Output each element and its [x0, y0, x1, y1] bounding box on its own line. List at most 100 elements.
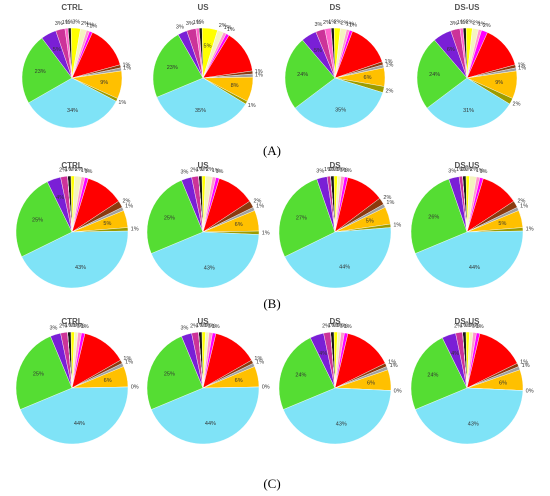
- slice-label: 6%: [364, 75, 372, 81]
- slice-label: 1%: [73, 323, 81, 329]
- slice-label: 5%: [103, 221, 111, 227]
- slice-label: 43%: [75, 265, 86, 271]
- slice-label: 1%: [212, 324, 220, 330]
- slice-label: 1%: [125, 204, 133, 210]
- chart-title: CTRL: [61, 161, 82, 170]
- slice-label: 1%: [196, 167, 204, 173]
- slice-label: 1%: [81, 168, 89, 174]
- pie-slice: [20, 386, 129, 445]
- slice-label: 1%: [517, 62, 525, 68]
- slice-label: 43%: [468, 421, 479, 427]
- pie-slice: [284, 227, 392, 289]
- slice-label: 2%: [59, 167, 67, 173]
- chart-title: DS-US: [455, 161, 481, 170]
- slice-label: 1%: [256, 360, 264, 366]
- chart-title: CTRL: [61, 317, 82, 326]
- slice-label: 1%: [336, 323, 344, 329]
- slice-label: 5%: [314, 48, 322, 54]
- slice-label: 24%: [429, 72, 440, 78]
- slice-label: 1%: [324, 167, 332, 173]
- pie-slice: [21, 37, 73, 104]
- slice-label: 0%: [262, 384, 270, 390]
- slice-label: 9%: [495, 80, 503, 86]
- slice-label: 1%: [196, 323, 204, 329]
- slice-label: 1%: [81, 324, 89, 330]
- slice-label: 1%: [478, 21, 486, 27]
- slice-label: 6%: [104, 378, 112, 384]
- slice-label: 2%: [59, 323, 67, 329]
- slice-label: 1%: [520, 360, 528, 366]
- chart-title: DS: [329, 317, 341, 326]
- slice-label: 1%: [520, 204, 528, 210]
- slice-label: 44%: [469, 265, 480, 271]
- chart-title: US: [197, 161, 209, 170]
- slice-label: 23%: [167, 65, 178, 71]
- slice-label: 1%: [123, 356, 131, 362]
- slice-label: 1%: [62, 20, 70, 26]
- slice-label: 0%: [131, 384, 139, 390]
- slice-label: 1%: [200, 167, 208, 173]
- pie-slice: [458, 175, 468, 233]
- slice-label: 1%: [254, 356, 262, 362]
- pie-slice: [152, 34, 204, 98]
- pie-slice: [151, 386, 260, 445]
- pie-slice: [151, 231, 260, 289]
- slice-label: 1%: [200, 323, 208, 329]
- slice-label: 1%: [65, 323, 73, 329]
- slice-label: 6%: [447, 47, 455, 53]
- pie-slice: [326, 175, 336, 233]
- slice-label: 2%: [190, 323, 198, 329]
- slice-label: 25%: [32, 218, 43, 224]
- slice-label: 1%: [125, 360, 133, 366]
- slice-label: 5%: [204, 43, 212, 49]
- slice-label: 1%: [479, 169, 487, 175]
- pie-slice: [64, 27, 73, 79]
- slice-label: 1%: [386, 200, 394, 206]
- slice-label: 1%: [69, 323, 77, 329]
- slice-label: 27%: [296, 216, 307, 222]
- slice-label: 1%: [393, 222, 401, 228]
- pie-slice: [60, 175, 73, 233]
- slice-label: 6%: [235, 222, 243, 228]
- slice-label: 1%: [69, 167, 77, 173]
- slice-label: 2%: [219, 23, 227, 29]
- slice-label: 1%: [388, 360, 396, 366]
- slice-label: 2%: [383, 195, 391, 201]
- pie-slice: [195, 27, 204, 79]
- slice-label: 1%: [472, 323, 480, 329]
- slice-label: 4%: [319, 351, 327, 357]
- panel-label: (A): [263, 143, 281, 158]
- slice-label: 25%: [164, 216, 175, 222]
- slice-label: 24%: [295, 373, 306, 379]
- slice-label: 1%: [86, 22, 94, 28]
- slice-label: 1%: [476, 168, 484, 174]
- slice-label: 1%: [464, 323, 472, 329]
- slice-label: 2%: [454, 323, 462, 329]
- slice-label: 1%: [344, 168, 352, 174]
- pie-slice: [60, 331, 73, 389]
- slice-label: 1%: [328, 323, 336, 329]
- slice-label: 5%: [366, 219, 374, 225]
- slice-label: 1%: [328, 167, 336, 173]
- slice-label: 1%: [224, 25, 232, 31]
- slice-label: 1%: [522, 363, 530, 369]
- slice-label: 1%: [344, 324, 352, 330]
- slice-label: 35%: [335, 107, 346, 113]
- slice-label: 1%: [196, 20, 204, 26]
- slice-label: 2%: [334, 20, 342, 26]
- pie-slice: [278, 337, 336, 410]
- slice-label: 44%: [74, 421, 85, 427]
- pie-slice: [15, 181, 73, 257]
- slice-label: 1%: [77, 323, 85, 329]
- slice-label: 1%: [346, 21, 354, 27]
- slice-label: 3%: [55, 21, 63, 27]
- slice-label: 2%: [517, 198, 525, 204]
- slice-label: 3%: [176, 24, 184, 30]
- slice-label: 1%: [118, 100, 126, 106]
- slice-label: 2%: [466, 20, 474, 26]
- pie-slice: [191, 331, 204, 389]
- slice-label: 3%: [180, 326, 188, 332]
- slice-label: 24%: [427, 373, 438, 379]
- pie-slice: [410, 178, 468, 254]
